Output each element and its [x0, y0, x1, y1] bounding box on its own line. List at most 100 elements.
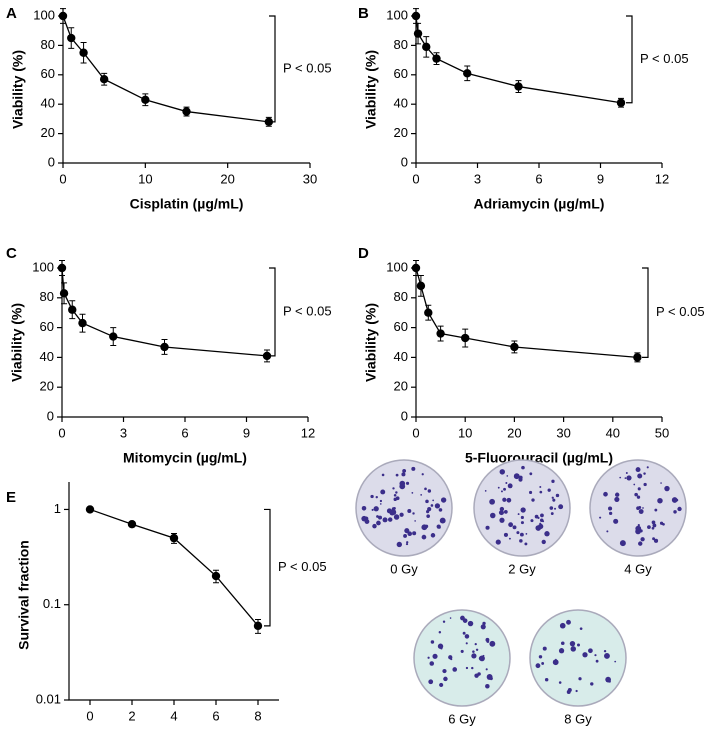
x-tick-label: 6	[535, 171, 542, 186]
data-point	[211, 571, 221, 581]
colony	[506, 475, 509, 477]
x-tick-label: 8	[254, 708, 261, 723]
y-tick-label: 60	[40, 319, 54, 334]
colony	[378, 515, 383, 520]
colony	[405, 481, 410, 485]
colony	[379, 503, 382, 505]
x-axis-label: Adriamycin (µg/mL)	[474, 196, 605, 212]
colony	[638, 541, 643, 546]
colony	[606, 530, 609, 533]
colony	[542, 520, 545, 523]
panel-letter: B	[358, 5, 369, 22]
x-tick-label: 30	[556, 425, 570, 440]
colony	[393, 514, 400, 520]
data-point	[169, 533, 179, 543]
x-tick-label: 0	[86, 708, 93, 723]
data-point	[182, 107, 191, 116]
x-tick-label: 10	[138, 171, 152, 186]
x-tick-label: 12	[655, 171, 669, 186]
colony	[512, 525, 517, 530]
x-tick-label: 20	[507, 425, 521, 440]
data-point	[67, 33, 76, 43]
colony	[614, 660, 617, 663]
colony	[495, 539, 501, 545]
colony	[638, 505, 642, 509]
colony	[661, 523, 664, 526]
colony	[438, 508, 443, 512]
colony	[380, 489, 386, 495]
colony	[395, 491, 398, 494]
colony	[549, 506, 554, 510]
colony	[633, 483, 636, 486]
bracket	[269, 15, 276, 123]
bracket	[264, 508, 271, 627]
panel-letter: D	[358, 245, 369, 262]
dish-label: 8 Gy	[564, 711, 592, 726]
colony	[513, 473, 520, 480]
colony	[442, 668, 447, 674]
colony	[590, 682, 594, 686]
colony	[664, 485, 670, 492]
colony	[544, 677, 549, 682]
colony	[577, 643, 580, 647]
colony	[442, 620, 446, 623]
colony	[560, 641, 565, 646]
colony	[430, 533, 436, 538]
colony	[500, 490, 503, 493]
dish	[355, 459, 453, 557]
colony	[558, 504, 564, 510]
data-point	[160, 342, 169, 352]
colony	[531, 498, 535, 502]
y-tick-label: 80	[40, 289, 54, 304]
colony	[619, 540, 626, 547]
axes	[62, 8, 310, 164]
axes	[61, 260, 308, 418]
y-axis-label: Survival fraction	[16, 540, 32, 650]
colony	[406, 541, 409, 544]
y-axis-label: Viability (%)	[10, 50, 26, 129]
colony	[430, 640, 435, 644]
colony	[520, 521, 524, 525]
panel-letter: A	[6, 5, 17, 22]
colony	[373, 506, 379, 512]
colony	[498, 510, 504, 516]
colony	[489, 498, 495, 505]
colony	[467, 620, 474, 627]
colony	[525, 532, 528, 535]
colony	[425, 499, 429, 504]
dish	[529, 609, 627, 707]
x-tick-label: 0	[58, 425, 65, 440]
colony	[497, 486, 500, 489]
colony	[440, 647, 443, 650]
dish-label: 6 Gy	[448, 711, 476, 726]
x-tick-label: 6	[181, 425, 188, 440]
colony	[608, 680, 611, 683]
colony	[440, 497, 447, 503]
y-tick-label: 20	[40, 379, 54, 394]
data-point	[422, 42, 431, 52]
colony	[414, 520, 416, 522]
x-tick-label: 9	[243, 425, 250, 440]
y-tick-label: 0.01	[36, 691, 61, 706]
colony	[558, 648, 565, 654]
colony	[609, 511, 613, 515]
colony	[539, 490, 543, 494]
p-value: P < 0.05	[640, 51, 689, 66]
y-tick-label: 40	[41, 96, 55, 111]
dish-label: 0 Gy	[390, 561, 418, 576]
colony	[484, 490, 487, 492]
colony	[555, 493, 560, 498]
colony	[474, 673, 479, 678]
colony	[399, 512, 404, 517]
x-tick-label: 12	[301, 425, 315, 440]
colony	[521, 465, 525, 470]
colony	[636, 495, 641, 499]
colony	[671, 497, 678, 503]
colony	[570, 646, 577, 652]
x-tick-label: 6	[212, 708, 219, 723]
y-tick-label: 0	[48, 154, 55, 169]
colony	[519, 532, 524, 537]
colony	[558, 681, 562, 684]
colony	[642, 507, 644, 509]
colony	[530, 519, 534, 523]
